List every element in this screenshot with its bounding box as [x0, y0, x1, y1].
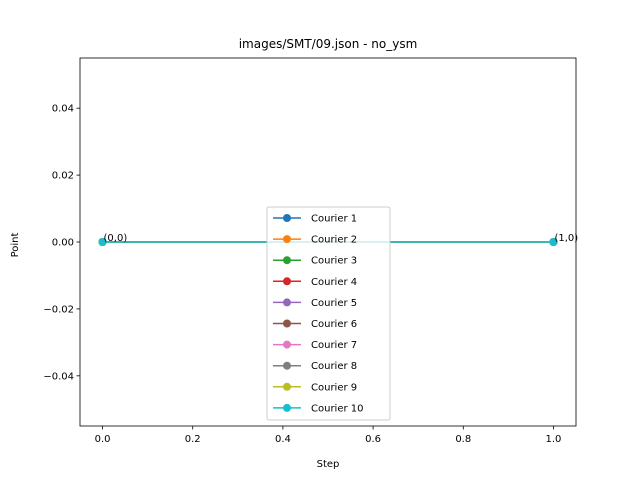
y-axis: −0.04 −0.02 0.00 0.02 0.04	[43, 104, 80, 382]
point-annotation: (0,0)	[104, 233, 128, 244]
legend: Courier 1 Courier 2 Courier 3 Courier 4 Cour…	[266, 206, 391, 421]
x-tick-label: 0.4	[275, 434, 291, 445]
legend-label: Courier 10	[311, 403, 364, 414]
legend-label: Courier 2	[311, 235, 357, 246]
data-point	[549, 238, 558, 246]
legend-marker	[283, 319, 291, 328]
chart-title: images/SMT/09.json - no_ysm	[239, 37, 418, 51]
y-tick-label: 0.04	[52, 104, 74, 115]
x-tick-label: 0.8	[455, 434, 471, 445]
y-axis-label: Point	[10, 233, 21, 258]
point-annotation: (1,0)	[554, 233, 578, 244]
y-tick-label: −0.02	[43, 304, 74, 315]
legend-label: Courier 4	[311, 277, 357, 288]
x-axis-label: Step	[317, 459, 340, 470]
legend-marker	[283, 298, 291, 307]
x-axis: 0.0 0.2 0.4 0.6 0.8 1.0	[95, 426, 562, 445]
x-tick-label: 0.2	[185, 434, 201, 445]
x-tick-label: 0.0	[95, 434, 111, 445]
legend-label: Courier 7	[311, 340, 357, 351]
x-tick-label: 1.0	[546, 434, 562, 445]
legend-label: Courier 9	[311, 382, 357, 393]
legend-marker	[283, 277, 291, 286]
annotation-layer: (0,0) (1,0)	[104, 233, 579, 244]
legend-marker	[283, 235, 291, 244]
legend-marker	[283, 361, 291, 370]
y-tick-label: 0.00	[52, 238, 74, 249]
data-point	[98, 238, 107, 246]
y-tick-label: −0.04	[43, 371, 74, 382]
legend-label: Courier 1	[311, 214, 357, 225]
legend-marker	[283, 403, 291, 412]
legend-label: Courier 6	[311, 319, 357, 330]
legend-marker	[283, 340, 291, 349]
legend-label: Courier 8	[311, 361, 357, 372]
legend-marker	[283, 382, 291, 391]
legend-label: Courier 3	[311, 256, 357, 267]
legend-marker	[283, 256, 291, 265]
legend-label: Courier 5	[311, 298, 357, 309]
plot-frame	[79, 57, 577, 427]
x-tick-label: 0.6	[365, 434, 381, 445]
legend-marker	[283, 214, 291, 222]
y-tick-label: 0.02	[52, 171, 74, 182]
